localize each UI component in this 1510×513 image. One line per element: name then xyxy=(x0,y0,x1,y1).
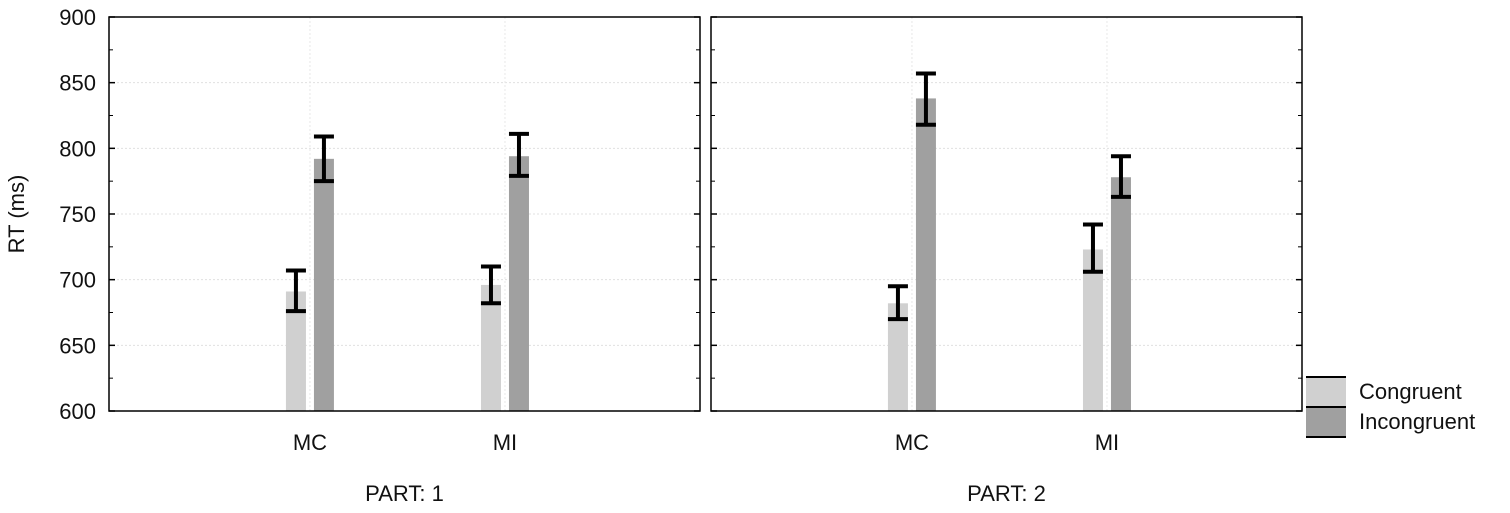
y-tick-label: 800 xyxy=(59,136,96,161)
bar xyxy=(887,303,908,411)
y-tick-label: 650 xyxy=(59,333,96,358)
legend-swatch xyxy=(1306,377,1346,407)
category-label: MC xyxy=(293,430,327,455)
bar xyxy=(1082,249,1103,411)
panel-2: MC MI PART: 2 xyxy=(710,16,1303,506)
panel-label: PART: 2 xyxy=(967,481,1046,506)
y-axis-label: RT (ms) xyxy=(4,175,29,254)
legend-label: Incongruent xyxy=(1359,409,1475,434)
y-tick-label: 900 xyxy=(59,5,96,30)
legend-label: Congruent xyxy=(1359,379,1462,404)
category-label: MI xyxy=(1095,430,1119,455)
bar xyxy=(915,98,936,411)
bar xyxy=(480,284,501,411)
bar xyxy=(285,291,306,411)
panel-label: PART: 1 xyxy=(365,481,444,506)
category-label: MI xyxy=(493,430,517,455)
y-tick-label: 700 xyxy=(59,268,96,293)
bar xyxy=(508,156,529,411)
legend: Congruent Incongruent xyxy=(1306,376,1475,438)
category-label: MC xyxy=(895,430,929,455)
bar xyxy=(313,158,334,411)
y-tick-label: 850 xyxy=(59,71,96,96)
legend-swatch xyxy=(1306,407,1346,437)
panel-1: MC MI PART: 1 xyxy=(108,16,701,506)
bar xyxy=(1110,177,1131,411)
y-tick-label: 750 xyxy=(59,202,96,227)
y-tick-label: 600 xyxy=(59,399,96,424)
